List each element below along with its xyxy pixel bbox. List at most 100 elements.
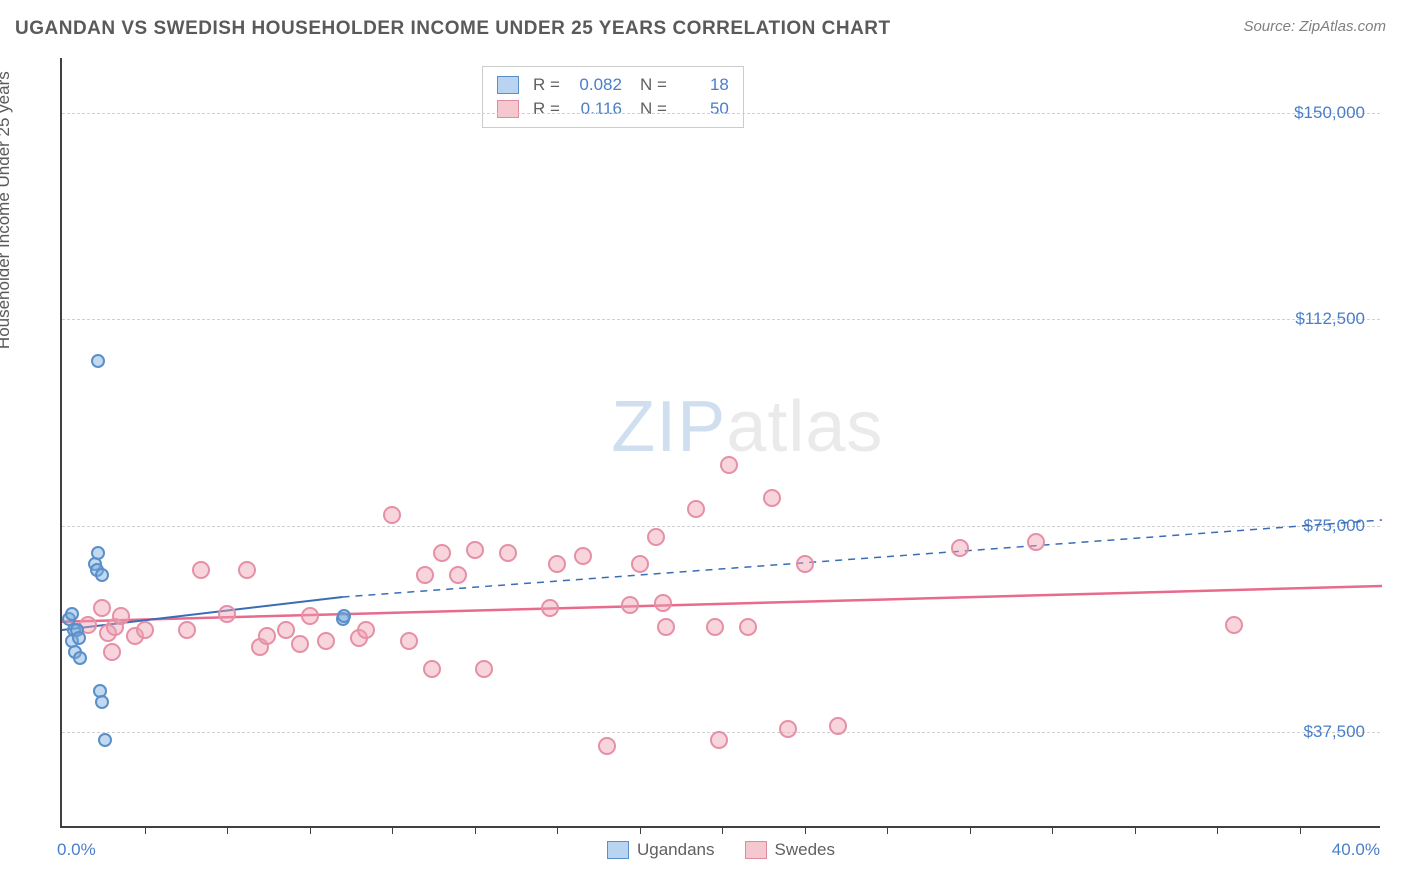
data-point-swedes: [449, 566, 467, 584]
data-point-swedes: [720, 456, 738, 474]
gridline-h: [62, 526, 1380, 527]
chart-title: UGANDAN VS SWEDISH HOUSEHOLDER INCOME UN…: [15, 18, 891, 40]
trendline-swedes: [62, 586, 1382, 622]
n-label: N =: [640, 99, 667, 119]
data-point-swedes: [598, 737, 616, 755]
trendline-ugandans-extrapolated: [343, 520, 1383, 597]
r-value: 0.116: [570, 99, 622, 119]
data-point-swedes: [238, 561, 256, 579]
chart-area: Householder Income Under 25 years ZIPatl…: [12, 58, 1392, 878]
data-point-swedes: [301, 607, 319, 625]
x-tick: [392, 826, 393, 834]
plot-region: ZIPatlas R = 0.082 N = 18 R = 0.116 N = …: [60, 58, 1380, 828]
series-legend: Ugandans Swedes: [607, 840, 835, 860]
data-point-ugandans: [73, 651, 87, 665]
legend-row-pink: R = 0.116 N = 50: [497, 97, 729, 121]
data-point-ugandans: [337, 609, 351, 623]
x-tick: [557, 826, 558, 834]
x-tick: [640, 826, 641, 834]
legend-item-swedes: Swedes: [745, 840, 835, 860]
x-tick: [1052, 826, 1053, 834]
watermark: ZIPatlas: [611, 386, 883, 468]
data-point-swedes: [710, 731, 728, 749]
x-tick: [227, 826, 228, 834]
x-tick: [970, 826, 971, 834]
n-label: N =: [640, 75, 667, 95]
data-point-swedes: [192, 561, 210, 579]
x-tick: [805, 826, 806, 834]
gridline-h: [62, 319, 1380, 320]
data-point-swedes: [93, 599, 111, 617]
data-point-ugandans: [72, 631, 86, 645]
data-point-swedes: [400, 632, 418, 650]
watermark-text-light: atlas: [726, 387, 883, 467]
data-point-swedes: [574, 547, 592, 565]
r-label: R =: [533, 75, 560, 95]
y-axis-label: Householder Income Under 25 years: [0, 71, 14, 349]
data-point-swedes: [796, 555, 814, 573]
data-point-swedes: [951, 539, 969, 557]
data-point-ugandans: [95, 695, 109, 709]
y-tick-label: $37,500: [1304, 722, 1365, 742]
data-point-swedes: [433, 544, 451, 562]
data-point-ugandans: [65, 607, 79, 621]
swatch-pink-icon: [497, 100, 519, 118]
data-point-swedes: [739, 618, 757, 636]
data-point-swedes: [383, 506, 401, 524]
n-value: 18: [677, 75, 729, 95]
legend-row-blue: R = 0.082 N = 18: [497, 73, 729, 97]
data-point-swedes: [763, 489, 781, 507]
data-point-swedes: [548, 555, 566, 573]
data-point-swedes: [657, 618, 675, 636]
x-tick: [1300, 826, 1301, 834]
data-point-swedes: [1027, 533, 1045, 551]
swatch-blue-icon: [607, 841, 629, 859]
legend-label: Swedes: [775, 840, 835, 860]
data-point-swedes: [541, 599, 559, 617]
x-max-label: 40.0%: [1332, 840, 1380, 860]
data-point-ugandans: [91, 354, 105, 368]
x-tick: [722, 826, 723, 834]
data-point-ugandans: [98, 733, 112, 747]
swatch-pink-icon: [745, 841, 767, 859]
data-point-swedes: [779, 720, 797, 738]
data-point-swedes: [423, 660, 441, 678]
data-point-swedes: [466, 541, 484, 559]
n-value: 50: [677, 99, 729, 119]
legend-item-ugandans: Ugandans: [607, 840, 715, 860]
gridline-h: [62, 113, 1380, 114]
data-point-swedes: [112, 607, 130, 625]
x-tick: [145, 826, 146, 834]
source-attribution: Source: ZipAtlas.com: [1243, 18, 1386, 35]
swatch-blue-icon: [497, 76, 519, 94]
data-point-ugandans: [95, 568, 109, 582]
data-point-swedes: [687, 500, 705, 518]
data-point-swedes: [136, 621, 154, 639]
data-point-swedes: [218, 605, 236, 623]
x-tick: [887, 826, 888, 834]
x-tick: [1217, 826, 1218, 834]
data-point-swedes: [706, 618, 724, 636]
r-label: R =: [533, 99, 560, 119]
data-point-swedes: [103, 643, 121, 661]
x-tick: [1135, 826, 1136, 834]
data-point-swedes: [258, 627, 276, 645]
data-point-swedes: [178, 621, 196, 639]
data-point-swedes: [291, 635, 309, 653]
y-tick-label: $75,000: [1304, 516, 1365, 536]
trend-lines-layer: [62, 58, 1382, 828]
data-point-swedes: [647, 528, 665, 546]
correlation-legend: R = 0.082 N = 18 R = 0.116 N = 50: [482, 66, 744, 128]
data-point-swedes: [621, 596, 639, 614]
x-tick: [310, 826, 311, 834]
legend-label: Ugandans: [637, 840, 715, 860]
y-tick-label: $150,000: [1294, 103, 1365, 123]
data-point-swedes: [654, 594, 672, 612]
data-point-swedes: [829, 717, 847, 735]
x-min-label: 0.0%: [57, 840, 96, 860]
data-point-swedes: [475, 660, 493, 678]
data-point-swedes: [631, 555, 649, 573]
r-value: 0.082: [570, 75, 622, 95]
data-point-swedes: [317, 632, 335, 650]
data-point-swedes: [357, 621, 375, 639]
